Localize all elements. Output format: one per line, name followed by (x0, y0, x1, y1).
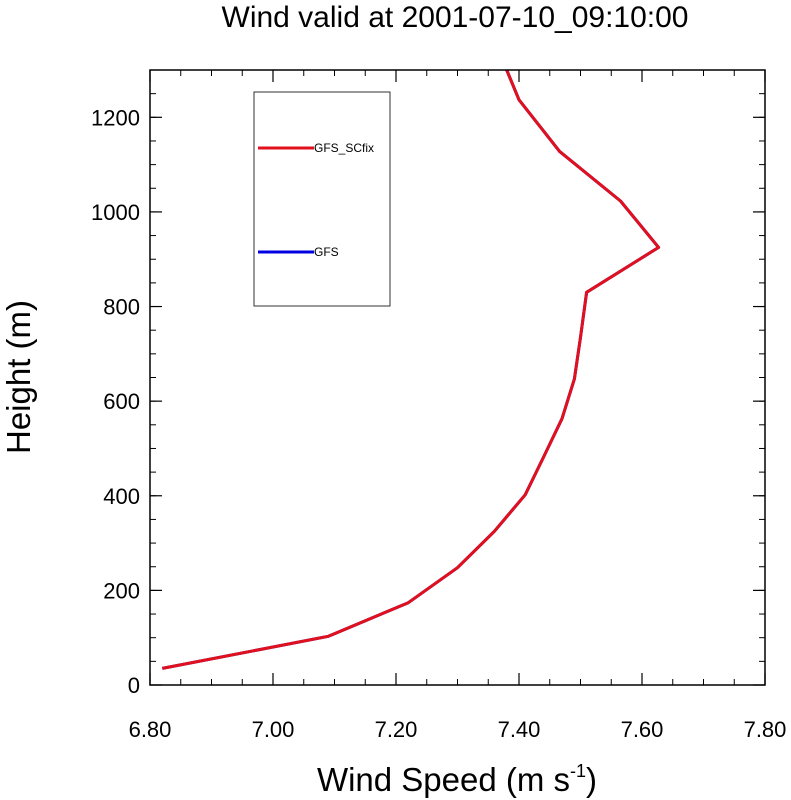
series-lines (162, 69, 661, 670)
x-tick-label: 7.20 (375, 717, 418, 742)
legend-label-gfs-scfix: GFS_SCfix (314, 141, 374, 155)
legend-label-gfs: GFS (314, 245, 339, 259)
x-tick-label: 7.40 (498, 717, 541, 742)
series-line-gfs (162, 69, 661, 670)
legend: GFS_SCfix GFS (253, 91, 391, 307)
y-tick-label: 1000 (91, 200, 140, 225)
x-tick-label: 6.80 (129, 717, 172, 742)
y-tick-label: 0 (128, 673, 140, 698)
y-tick-label: 200 (103, 578, 140, 603)
x-tick-label: 7.60 (621, 717, 664, 742)
x-axis-label-end: ) (586, 761, 597, 798)
x-tick-label: 7.00 (252, 717, 295, 742)
y-tick-label: 1200 (91, 105, 140, 130)
x-axis-label-main: Wind Speed (m s (317, 761, 570, 798)
series-line-gfs-scfix (162, 69, 661, 670)
plot-frame (149, 69, 766, 686)
y-axis-label: Height (m) (0, 300, 37, 454)
y-tick-label: 400 (103, 484, 140, 509)
tick-labels: 6.80 7.00 7.20 7.40 7.60 7.80 0 200 400 600 800 100… (91, 105, 786, 742)
x-axis-label: Wind Speed (m s-1) (317, 761, 597, 798)
x-tick-label: 7.80 (744, 717, 787, 742)
chart-title: Wind valid at 2001-07-10_09:10:00 (222, 1, 689, 34)
axis-ticks (149, 69, 766, 686)
legend-box (253, 91, 391, 307)
y-tick-label: 600 (103, 389, 140, 414)
y-tick-label: 800 (103, 295, 140, 320)
x-axis-label-superscript: -1 (570, 761, 586, 781)
